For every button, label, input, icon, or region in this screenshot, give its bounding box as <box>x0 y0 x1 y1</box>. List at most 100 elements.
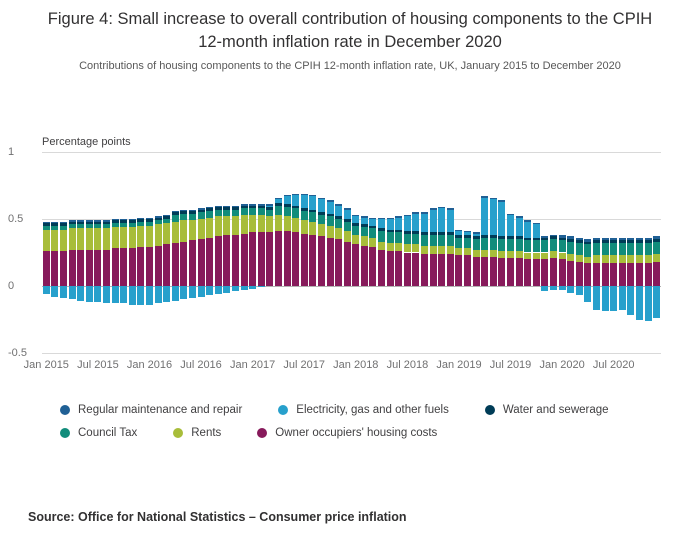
bar-segment <box>223 286 231 293</box>
bar-segment <box>618 243 626 256</box>
bar-segment <box>59 229 67 252</box>
bar-segment <box>567 236 575 240</box>
bar-segment <box>644 263 652 286</box>
bar-segment <box>77 228 85 250</box>
bar-segment <box>326 201 334 214</box>
bar-segment <box>507 236 515 240</box>
y-tick-label: -0.5 <box>8 347 27 359</box>
bar-segment <box>541 236 549 238</box>
x-tick-label: Jan 2019 <box>436 359 482 371</box>
bar-segment <box>145 247 153 286</box>
bar-segment <box>326 200 334 202</box>
bar-segment <box>575 261 583 286</box>
bar-segment <box>403 244 411 253</box>
bar-segment <box>188 213 196 221</box>
bar-segment <box>94 228 102 250</box>
bar-segment <box>644 237 652 241</box>
bar-segment <box>636 243 643 256</box>
bar-segment <box>102 228 110 250</box>
bar-segment <box>85 228 93 250</box>
bar-segment <box>59 223 67 226</box>
bar-segment <box>627 240 635 244</box>
bar-segment <box>137 217 145 219</box>
bar-segment <box>102 286 110 304</box>
bar-segment <box>231 209 239 217</box>
bar-segment <box>421 245 429 254</box>
bar-segment <box>240 214 248 234</box>
bar-segment <box>240 208 248 215</box>
bar-segment <box>464 255 472 286</box>
bar-segment <box>455 231 463 236</box>
bar-segment <box>214 205 222 207</box>
bar-segment <box>309 209 317 213</box>
bar-segment <box>567 241 575 254</box>
bar-segment <box>575 240 583 244</box>
bar-segment <box>412 231 420 234</box>
legend-label: Regular maintenance and repair <box>78 404 243 416</box>
bar-segment <box>550 257 558 286</box>
bar-segment <box>558 286 566 291</box>
bar-segment <box>653 241 661 254</box>
bar-segment <box>240 233 248 286</box>
bar-segment <box>464 231 472 233</box>
x-tick-label: Jul 2015 <box>77 359 119 371</box>
bar-segment <box>386 219 394 230</box>
x-tick-label: Jul 2016 <box>180 359 222 371</box>
bar-segment <box>266 232 274 286</box>
x-tick-label: Jul 2020 <box>592 359 635 371</box>
legend-item: Regular maintenance and repair <box>60 404 242 416</box>
bar-segment <box>575 243 583 256</box>
bar-segment <box>627 255 635 264</box>
bar-segment <box>120 219 128 221</box>
bar-segment <box>51 251 59 286</box>
bar-segment <box>292 208 300 218</box>
bar-segment <box>541 259 549 286</box>
bar-segment <box>51 225 59 230</box>
bar-segment <box>550 236 558 240</box>
bar-segment <box>85 220 93 222</box>
legend-item: Electricity, gas and other fuels <box>278 404 449 416</box>
legend-label: Owner occupiers' housing costs <box>275 427 438 439</box>
bar-segment <box>163 223 171 245</box>
bar-segment <box>360 216 368 218</box>
bar-segment <box>644 255 652 264</box>
bar-segment <box>446 245 454 254</box>
bar-segment <box>421 253 429 286</box>
legend-swatch-icon <box>484 405 495 415</box>
bar-segment <box>532 240 540 253</box>
bar-segment <box>102 224 110 229</box>
bar-segment <box>378 241 386 250</box>
bar-segment <box>644 286 652 321</box>
bar-segment <box>524 221 532 238</box>
bar-segment <box>584 286 592 303</box>
bar-segment <box>300 193 308 195</box>
x-tick-label: Jan 2015 <box>23 359 69 371</box>
bar-segment <box>257 205 265 209</box>
bar-segment <box>317 224 325 237</box>
bar-segment <box>489 197 497 199</box>
legend-row: Council Tax Rents Owner occupiers' housing… <box>60 427 684 439</box>
bar-segment <box>446 232 454 236</box>
bar-segment <box>610 263 618 286</box>
bar-segment <box>378 249 386 286</box>
bar-segment <box>283 231 291 286</box>
bar-segment <box>429 235 437 246</box>
legend-item: Rents <box>173 427 221 439</box>
bar-segment <box>266 216 274 233</box>
bar-segment <box>171 214 179 222</box>
bar-segment <box>481 196 489 198</box>
bar-segment <box>111 286 119 304</box>
bar-segment <box>68 228 76 250</box>
bar-segment <box>154 220 162 225</box>
y-axis-unit-label: Percentage points <box>42 136 131 148</box>
bar-segment <box>292 217 300 233</box>
bar-segment <box>378 231 386 242</box>
bar-segment <box>154 217 162 221</box>
figure-title: Figure 4: Small increase to overall cont… <box>47 10 653 51</box>
chart-region: Jan 2015 Jul 2015 Jan 2016 Jul 2016 Jan 2017… <box>0 146 700 382</box>
bar-segment <box>231 235 239 286</box>
bar-segment <box>403 216 411 232</box>
bar-segment <box>550 286 558 291</box>
bar-segment <box>335 239 343 286</box>
bar-segment <box>369 228 377 238</box>
